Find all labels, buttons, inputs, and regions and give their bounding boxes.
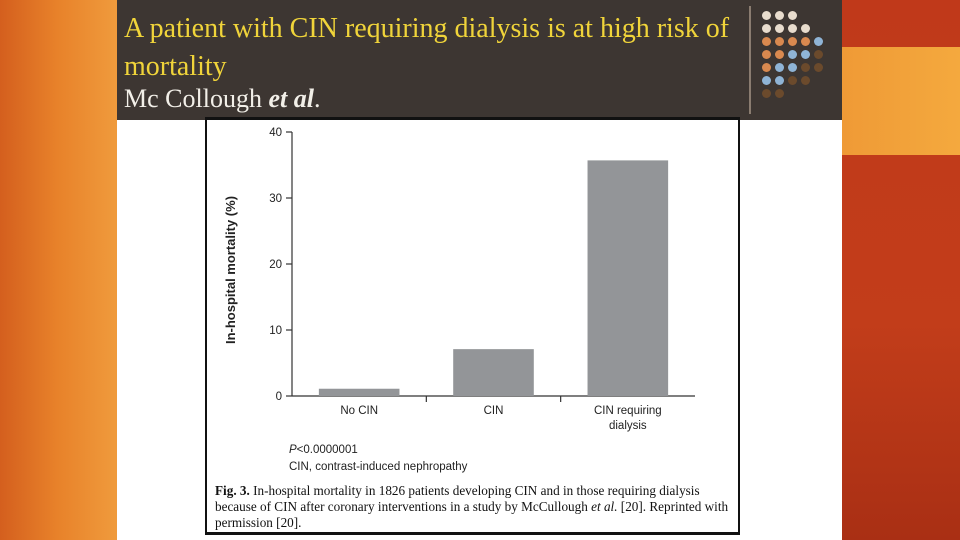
decorative-dot xyxy=(801,37,810,46)
slide-header xyxy=(117,0,842,120)
decorative-dot xyxy=(814,37,823,46)
decorative-dot xyxy=(801,76,810,85)
bar-chart: In-hospital mortality (%) 0 10 20 30 40 No CI… xyxy=(223,127,695,473)
decorative-dot xyxy=(762,76,771,85)
decorative-dot xyxy=(762,50,771,59)
stat-note: P<0.0000001 xyxy=(289,444,358,456)
slide-title: A patient with CIN requiring dialysis is… xyxy=(124,13,730,82)
caption-text-1: In-hospital mortality in 1826 patients d… xyxy=(215,483,700,514)
decorative-dot xyxy=(814,50,823,59)
abbrev-note: CIN, contrast-induced nephropathy xyxy=(289,461,468,473)
decorative-dot xyxy=(801,50,810,59)
y-tick-label: 0 xyxy=(276,391,282,403)
subtitle-etal: et al xyxy=(268,84,314,113)
slide-right-accent-bar xyxy=(842,47,960,155)
decorative-dot xyxy=(775,63,784,72)
decorative-dot xyxy=(788,11,797,20)
y-tick-label: 10 xyxy=(269,325,282,337)
decorative-dot xyxy=(762,11,771,20)
slide-subtitle: Mc Collough et al. xyxy=(124,84,320,114)
decorative-dot xyxy=(775,50,784,59)
decorative-dot xyxy=(775,11,784,20)
figure-caption: Fig. 3. In-hospital mortality in 1826 pa… xyxy=(215,483,735,531)
bar xyxy=(318,388,400,396)
y-axis-label: In-hospital mortality (%) xyxy=(223,196,238,344)
decorative-dot xyxy=(788,50,797,59)
decorative-dot xyxy=(788,37,797,46)
plot-area: 0 10 20 30 40 No CIN CIN CIN requiring dialysis xyxy=(269,127,695,432)
subtitle-author: Mc Collough xyxy=(124,84,262,113)
decorative-dot xyxy=(762,24,771,33)
x-tick-label: dialysis xyxy=(609,420,647,432)
decorative-dot xyxy=(788,76,797,85)
decorative-dot xyxy=(775,76,784,85)
decorative-dot xyxy=(775,37,784,46)
header-divider xyxy=(749,6,751,114)
x-tick-label: No CIN xyxy=(340,405,378,417)
decorative-dot xyxy=(788,63,797,72)
caption-text-2: [20]. Reprinted with permission [20]. xyxy=(215,499,729,530)
y-tick-label: 20 xyxy=(269,259,282,271)
bar xyxy=(453,349,534,396)
decorative-dot xyxy=(775,89,784,98)
decorative-dot xyxy=(788,24,797,33)
x-tick-label: CIN xyxy=(484,405,504,417)
y-tick-label: 30 xyxy=(269,193,282,205)
y-tick-label: 40 xyxy=(269,127,282,139)
decorative-dot xyxy=(762,63,771,72)
decorative-dot xyxy=(762,89,771,98)
figure-frame: In-hospital mortality (%) 0 10 20 30 40 No CI… xyxy=(205,117,740,535)
decorative-dot xyxy=(762,37,771,46)
bar xyxy=(587,160,669,396)
x-tick-label: CIN requiring xyxy=(594,405,662,417)
decorative-dot xyxy=(814,63,823,72)
decorative-dot xyxy=(801,24,810,33)
decorative-dot xyxy=(801,63,810,72)
caption-etal: et al. xyxy=(591,499,618,514)
decorative-dot xyxy=(775,24,784,33)
caption-label: Fig. 3. xyxy=(215,483,250,498)
subtitle-dot: . xyxy=(313,84,321,113)
